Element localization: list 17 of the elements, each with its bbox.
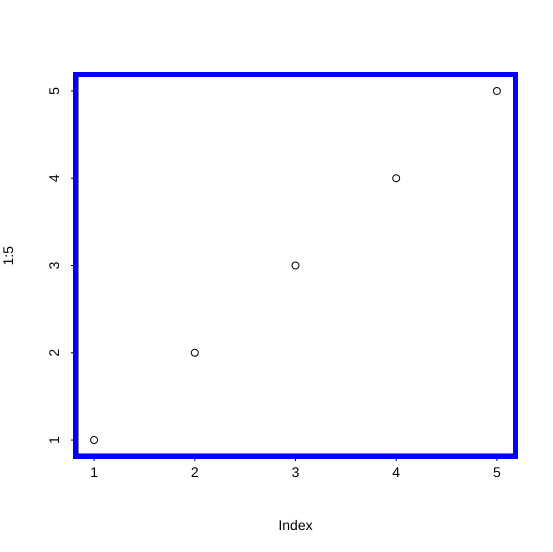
y-tick-label: 1 — [46, 436, 62, 444]
point — [492, 86, 501, 95]
x-tick-label: 4 — [392, 464, 400, 480]
y-tick-label: 4 — [46, 174, 62, 182]
point — [190, 348, 199, 357]
y-tick-label: 5 — [46, 86, 62, 95]
x-tick-label: 1 — [90, 464, 98, 480]
y-tick-label: 2 — [46, 348, 62, 357]
point — [90, 436, 98, 444]
x-axis-title: Index — [278, 517, 313, 533]
x-tick-label: 3 — [292, 464, 300, 480]
y-axis-title: 1:5 — [0, 246, 16, 266]
point — [392, 174, 400, 182]
x-tick-label: 5 — [492, 464, 501, 480]
y-tick-label: 3 — [46, 261, 62, 270]
point — [292, 262, 300, 270]
x-tick-label: 2 — [190, 464, 199, 480]
